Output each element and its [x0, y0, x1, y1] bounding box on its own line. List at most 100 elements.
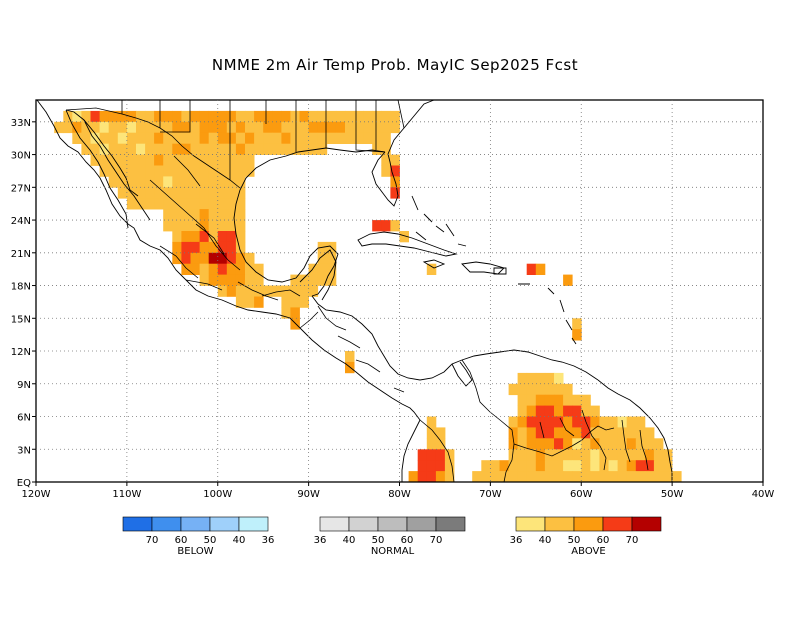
probability-cell	[644, 449, 655, 461]
probability-cell	[517, 394, 528, 406]
probability-cell	[517, 383, 528, 396]
legend-tick-normal: 60	[401, 535, 414, 546]
probability-cell	[154, 165, 164, 177]
probability-cell	[417, 449, 428, 461]
probability-cell	[199, 165, 210, 177]
probability-cell	[235, 285, 246, 297]
probability-cell	[508, 471, 519, 483]
probability-cell	[136, 110, 146, 123]
probability-cell	[354, 121, 364, 134]
probability-cell	[508, 460, 519, 472]
probability-cell	[290, 318, 300, 330]
probability-cell	[281, 121, 291, 134]
probability-cell	[235, 209, 246, 221]
probability-cell	[617, 449, 628, 461]
probability-cell	[163, 143, 173, 155]
probability-cell	[535, 372, 546, 385]
probability-cell	[317, 121, 328, 134]
probability-cell	[172, 209, 182, 221]
probability-cell	[626, 427, 637, 439]
probability-cell	[245, 143, 255, 155]
probability-cell	[145, 132, 155, 144]
probability-cell	[526, 471, 537, 483]
probability-cell	[299, 110, 309, 123]
probability-cell	[199, 110, 210, 123]
probability-cell	[254, 263, 264, 275]
probability-cell	[563, 274, 573, 286]
probability-cell	[572, 318, 582, 330]
probability-cell	[217, 198, 228, 210]
probability-cell	[435, 460, 446, 472]
legend-tick-above: 36	[510, 535, 523, 546]
x-tick-label: 40W	[752, 489, 775, 500]
probability-cell	[535, 416, 546, 428]
probability-cell	[226, 274, 237, 286]
probability-cell	[581, 405, 591, 417]
probability-cell	[181, 154, 191, 166]
probability-cell	[72, 121, 82, 134]
probability-cell	[290, 307, 300, 319]
probability-cell	[390, 154, 400, 166]
probability-cell	[154, 143, 164, 155]
probability-cell	[90, 110, 100, 123]
probability-cell	[90, 132, 100, 144]
probability-cell	[490, 471, 500, 483]
probability-cell	[126, 121, 137, 134]
probability-cell	[108, 121, 119, 134]
probability-cell	[517, 405, 528, 417]
probability-cell	[199, 176, 210, 188]
probability-cell	[554, 372, 564, 385]
probability-cell	[326, 121, 337, 134]
probability-cell	[217, 231, 228, 243]
probability-cell	[417, 460, 428, 472]
probability-cell	[590, 460, 600, 472]
probability-cell	[226, 165, 237, 177]
probability-cell	[254, 274, 264, 286]
probability-cell	[444, 471, 455, 483]
probability-cell	[381, 110, 391, 123]
probability-cell	[590, 416, 600, 428]
probability-cell	[126, 165, 137, 177]
probability-cell	[226, 220, 237, 232]
lesser-antilles	[518, 283, 577, 345]
probability-cell	[235, 132, 246, 144]
probability-cell	[554, 416, 564, 428]
probability-cell	[299, 143, 309, 155]
probability-cell	[381, 154, 391, 166]
legend-swatch-normal	[319, 516, 350, 532]
x-tick-label: 80W	[388, 489, 411, 500]
probability-cell	[653, 460, 664, 472]
probability-cell	[199, 154, 210, 166]
probability-cell	[181, 198, 191, 210]
probability-cell	[190, 231, 200, 243]
probability-cell	[517, 438, 528, 450]
probability-cell	[417, 471, 428, 483]
legend-swatch-above	[515, 516, 546, 532]
probability-cell	[136, 154, 146, 166]
jamaica	[422, 259, 446, 269]
probability-cell	[554, 383, 564, 396]
probability-cell	[608, 449, 618, 461]
probability-cell	[326, 274, 337, 286]
probability-cell	[190, 220, 200, 232]
probability-cell	[317, 110, 328, 123]
probability-cell	[563, 449, 573, 461]
probability-cell	[517, 460, 528, 472]
probability-cell	[235, 231, 246, 243]
legend-tick-below: 50	[204, 535, 217, 546]
legend-swatch-below	[209, 516, 240, 532]
probability-cell	[136, 143, 146, 155]
probability-cell	[208, 176, 219, 188]
probability-cell	[117, 187, 128, 199]
probability-cell	[481, 471, 491, 483]
probability-cell	[208, 220, 219, 232]
probability-cell	[190, 252, 200, 265]
probability-cell	[381, 132, 391, 144]
probability-cell	[299, 132, 309, 144]
probability-cell	[281, 285, 291, 297]
gulf-of-mexico-coast	[233, 147, 386, 297]
probability-cell	[526, 263, 537, 275]
probability-cell	[208, 110, 219, 123]
probability-cell	[608, 427, 618, 439]
probability-cell	[136, 165, 146, 177]
